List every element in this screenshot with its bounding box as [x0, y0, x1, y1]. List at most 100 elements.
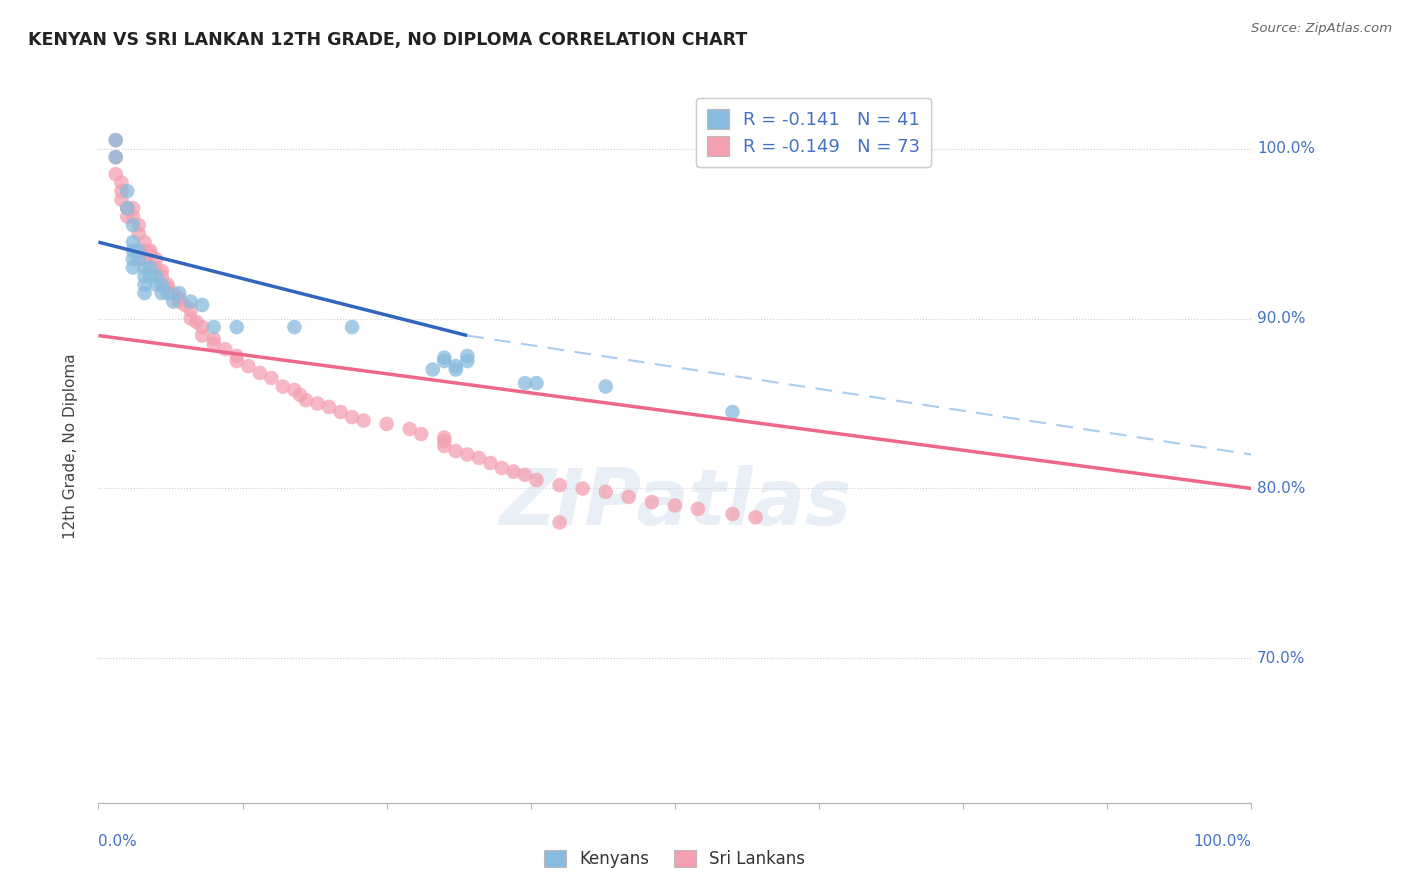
Point — [329, 405, 352, 419]
Point — [433, 439, 456, 453]
Point — [117, 184, 138, 198]
Point — [139, 244, 162, 258]
Text: 0.0%: 0.0% — [98, 834, 138, 849]
Point — [456, 354, 478, 368]
Text: Source: ZipAtlas.com: Source: ZipAtlas.com — [1251, 22, 1392, 36]
Point — [156, 277, 179, 292]
Point — [186, 315, 208, 329]
Text: 100.0%: 100.0% — [1257, 141, 1315, 156]
Point — [122, 235, 145, 249]
Point — [411, 427, 433, 442]
Point — [122, 244, 145, 258]
Text: 90.0%: 90.0% — [1257, 311, 1306, 326]
Legend: R = -0.141   N = 41, R = -0.149   N = 73: R = -0.141 N = 41, R = -0.149 N = 73 — [696, 98, 931, 167]
Point — [122, 252, 145, 266]
Point — [134, 235, 156, 249]
Point — [617, 490, 640, 504]
Point — [225, 354, 247, 368]
Point — [641, 495, 664, 509]
Point — [433, 430, 456, 444]
Point — [134, 269, 156, 284]
Point — [104, 150, 127, 164]
Point — [128, 252, 150, 266]
Point — [433, 434, 456, 448]
Point — [318, 400, 340, 414]
Point — [150, 286, 173, 301]
Point — [468, 450, 491, 465]
Point — [202, 320, 225, 334]
Point — [353, 413, 375, 427]
Point — [249, 366, 271, 380]
Point — [548, 478, 571, 492]
Point — [513, 467, 536, 482]
Point — [444, 359, 467, 373]
Point — [167, 294, 190, 309]
Text: 70.0%: 70.0% — [1257, 651, 1306, 666]
Point — [122, 260, 145, 275]
Point — [104, 167, 127, 181]
Point — [139, 269, 162, 284]
Point — [180, 294, 202, 309]
Point — [134, 252, 156, 266]
Point — [214, 342, 236, 356]
Point — [526, 376, 548, 391]
Point — [110, 193, 132, 207]
Point — [110, 184, 132, 198]
Point — [122, 210, 145, 224]
Point — [491, 461, 513, 475]
Point — [283, 320, 305, 334]
Point — [686, 501, 709, 516]
Point — [122, 218, 145, 232]
Point — [479, 456, 502, 470]
Point — [398, 422, 420, 436]
Text: KENYAN VS SRI LANKAN 12TH GRADE, NO DIPLOMA CORRELATION CHART: KENYAN VS SRI LANKAN 12TH GRADE, NO DIPL… — [28, 31, 748, 49]
Point — [128, 227, 150, 241]
Point — [180, 311, 202, 326]
Point — [526, 473, 548, 487]
Point — [548, 516, 571, 530]
Point — [744, 510, 766, 524]
Point — [145, 269, 167, 284]
Point — [444, 362, 467, 376]
Point — [128, 244, 150, 258]
Point — [167, 286, 190, 301]
Point — [150, 269, 173, 284]
Point — [721, 507, 744, 521]
Point — [104, 150, 127, 164]
Point — [139, 260, 162, 275]
Point — [513, 376, 536, 391]
Point — [134, 277, 156, 292]
Point — [134, 244, 156, 258]
Text: ZIPatlas: ZIPatlas — [499, 465, 851, 541]
Point — [162, 286, 184, 301]
Legend: Kenyans, Sri Lankans: Kenyans, Sri Lankans — [537, 843, 813, 875]
Text: 80.0%: 80.0% — [1257, 481, 1306, 496]
Point — [134, 286, 156, 301]
Point — [433, 351, 456, 365]
Point — [104, 133, 127, 147]
Point — [162, 294, 184, 309]
Point — [110, 176, 132, 190]
Point — [150, 277, 173, 292]
Point — [422, 362, 444, 376]
Point — [260, 371, 283, 385]
Point — [238, 359, 260, 373]
Point — [104, 133, 127, 147]
Point — [174, 298, 197, 312]
Point — [571, 482, 593, 496]
Point — [145, 277, 167, 292]
Point — [150, 264, 173, 278]
Point — [145, 260, 167, 275]
Point — [456, 448, 478, 462]
Point — [145, 252, 167, 266]
Point — [271, 379, 294, 393]
Point — [595, 484, 617, 499]
Point — [444, 444, 467, 458]
Point — [290, 388, 312, 402]
Point — [202, 332, 225, 346]
Point — [128, 218, 150, 232]
Point — [664, 499, 686, 513]
Point — [167, 291, 190, 305]
Point — [180, 303, 202, 318]
Point — [307, 396, 329, 410]
